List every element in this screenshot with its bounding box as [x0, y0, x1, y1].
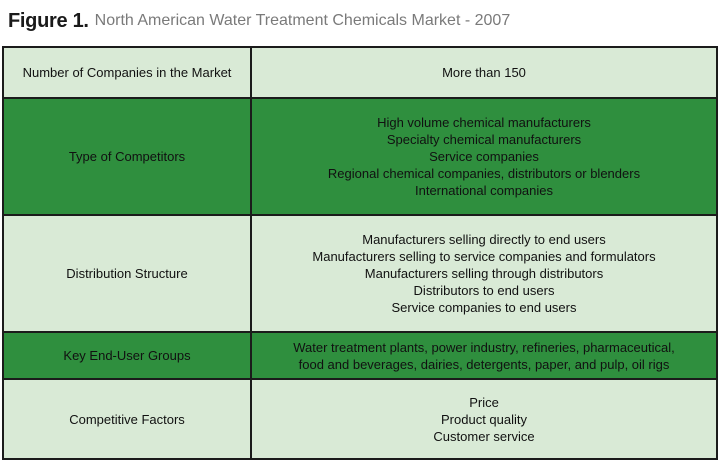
row-label-text: Type of Competitors [68, 149, 186, 164]
value-line: International companies [414, 183, 554, 198]
value-line: Service companies to end users [391, 300, 577, 315]
figure-label: Figure 1. [8, 9, 89, 32]
value-line: Price [469, 394, 499, 410]
table-row: Distribution Structure Manufacturers sel… [2, 214, 718, 333]
row-value: Price Product quality Customer service [250, 378, 718, 460]
row-label-text: Competitive Factors [69, 411, 185, 427]
market-summary-table-wrapper: Number of Companies in the Market More t… [0, 46, 720, 461]
table-row: Competitive Factors Price Product qualit… [2, 378, 718, 460]
table-row: Type of Competitors High volume chemical… [2, 97, 718, 216]
row-value: Water treatment plants, power industry, … [250, 331, 718, 380]
value-line: Product quality [441, 411, 527, 427]
value-line: Service companies [429, 149, 539, 164]
value-line: food and beverages, dairies, detergents,… [298, 356, 670, 372]
figure-caption: North American Water Treatment Chemicals… [94, 12, 511, 29]
table-row: Number of Companies in the Market More t… [2, 46, 718, 99]
value-line: Manufacturers selling directly to end us… [362, 232, 606, 247]
value-line: High volume chemical manufacturers [377, 115, 591, 130]
row-value: Manufacturers selling directly to end us… [250, 214, 718, 333]
row-label-text: Number of Companies in the Market [22, 65, 232, 80]
row-label: Key End-User Groups [2, 331, 252, 380]
row-value: More than 150 [250, 46, 718, 99]
row-label-text: Key End-User Groups [63, 348, 191, 363]
row-label-text: Distribution Structure [66, 266, 188, 281]
row-label: Type of Competitors [2, 97, 252, 216]
row-value: High volume chemical manufacturers Speci… [250, 97, 718, 216]
value-line: Specialty chemical manufacturers [386, 132, 582, 147]
value-line: Water treatment plants, power industry, … [293, 339, 675, 355]
row-label: Competitive Factors [2, 378, 252, 460]
value-line: Manufacturers selling through distributo… [364, 266, 604, 281]
row-label: Number of Companies in the Market [2, 46, 252, 99]
value-line: Customer service [433, 428, 535, 444]
row-label: Distribution Structure [2, 214, 252, 333]
table-row: Key End-User Groups Water treatment plan… [2, 331, 718, 380]
market-summary-table: Number of Companies in the Market More t… [2, 46, 718, 460]
value-line: Distributors to end users [413, 283, 555, 298]
value-line: More than 150 [442, 65, 526, 80]
value-line: Manufacturers selling to service compani… [312, 249, 656, 264]
value-line: Regional chemical companies, distributor… [327, 166, 641, 181]
figure-title: Figure 1. North American Water Treatment… [8, 6, 510, 36]
